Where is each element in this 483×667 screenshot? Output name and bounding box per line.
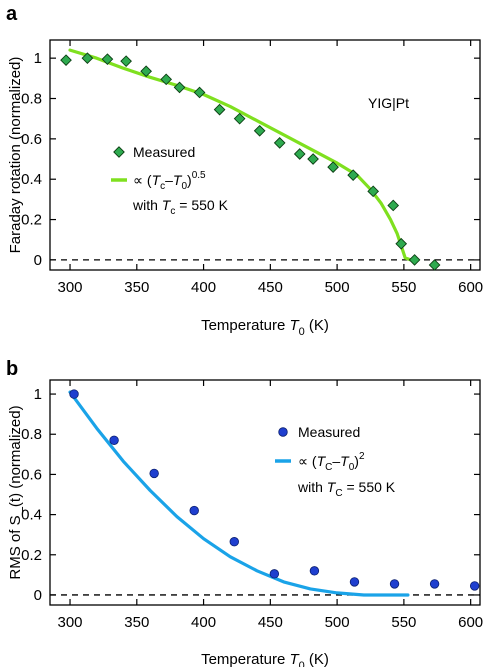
data-point <box>273 137 286 149</box>
data-point <box>293 148 306 160</box>
data-point <box>469 581 480 591</box>
data-point <box>101 53 114 66</box>
y-tick-label: 1 <box>34 386 42 403</box>
panel-b: b 300 350 400 450 500 550 600 0 0.2 0.4 0.6 0.8 1 Meas… <box>6 358 483 667</box>
data-point <box>395 237 408 250</box>
x-tick-label: 400 <box>191 279 216 296</box>
x-tick-label: 600 <box>458 614 483 631</box>
data-point <box>309 566 320 576</box>
sample-annotation: YIG|Pt <box>368 95 409 111</box>
y-tick-label: 0.2 <box>21 212 42 229</box>
x-tick-label: 450 <box>258 614 283 631</box>
data-point <box>69 389 79 399</box>
data-point <box>233 112 246 125</box>
x-tick-label: 450 <box>258 279 283 296</box>
legend-marker <box>278 427 288 437</box>
data-point <box>408 254 421 266</box>
panel-label: b <box>6 358 18 380</box>
x-axis-title: Temperature T0 (K) <box>201 317 329 338</box>
y-tick-label: 0.4 <box>21 507 42 524</box>
x-tick-label: 600 <box>458 279 483 296</box>
y-tick-label: 0.6 <box>21 131 42 148</box>
data-point <box>253 124 266 137</box>
panel-a: a 300 350 400 450 500 550 600 0 0.2 0.4 0.6 0.8 1 Meas… <box>6 3 483 338</box>
data-point <box>307 153 319 165</box>
y-tick-label: 0 <box>34 252 42 269</box>
data-point <box>389 579 400 589</box>
plot-frame <box>49 379 481 606</box>
data-point <box>160 73 173 86</box>
legend-label-measured: Measured <box>298 424 360 440</box>
y-tick-label: 0.8 <box>21 426 42 443</box>
data-point <box>120 55 132 68</box>
y-tick-label: 0 <box>34 587 42 604</box>
x-tick-label: 400 <box>191 614 216 631</box>
legend-label-fit-line2: with TC = 550 K <box>297 479 396 499</box>
data-point <box>81 52 94 64</box>
legend-label-fit-line2: with Tc = 550 K <box>132 197 229 217</box>
data-point <box>140 65 152 78</box>
y-tick-label: 0.4 <box>21 171 42 188</box>
legend-label-fit: ∝ (TC–T0)2 <box>298 451 365 473</box>
data-point <box>347 169 359 182</box>
data-point <box>367 185 380 198</box>
x-tick-label: 300 <box>58 614 83 631</box>
data-point <box>387 199 400 212</box>
x-tick-label: 300 <box>58 279 83 296</box>
x-axis-title: Temperature T0 (K) <box>201 651 329 667</box>
data-point <box>213 103 226 116</box>
x-tick-label: 500 <box>325 279 350 296</box>
y-axis-title: Faraday rotation (normalized) <box>7 57 24 254</box>
y-tick-label: 0.8 <box>21 91 42 108</box>
data-point <box>327 161 339 173</box>
data-point <box>193 86 206 99</box>
legend-label-fit: ∝ (Tc–T0)0.5 <box>133 170 206 192</box>
data-point <box>109 435 119 445</box>
y-tick-label: 1 <box>34 50 42 67</box>
fit-curve-line <box>68 48 413 262</box>
fit-curve-line <box>68 390 410 597</box>
data-point <box>349 577 360 587</box>
panel-label: a <box>6 3 18 25</box>
data-point <box>173 81 186 94</box>
data-point <box>149 468 159 479</box>
data-point <box>60 54 72 67</box>
data-point <box>428 259 441 271</box>
x-tick-label: 550 <box>391 279 416 296</box>
y-tick-label: 0.6 <box>21 466 42 483</box>
x-tick-label: 350 <box>124 614 149 631</box>
y-axis-title: RMS of S_(t) (normalized) <box>7 405 24 579</box>
plot-frame <box>49 39 481 271</box>
legend-marker <box>113 146 125 158</box>
legend-label-measured: Measured <box>133 144 195 160</box>
x-tick-label: 500 <box>325 614 350 631</box>
y-tick-label: 0.2 <box>21 547 42 564</box>
data-point <box>269 569 280 579</box>
data-point <box>429 579 440 589</box>
x-tick-label: 550 <box>391 614 416 631</box>
data-point <box>189 505 199 516</box>
x-tick-label: 350 <box>124 279 149 296</box>
data-point <box>229 537 239 547</box>
